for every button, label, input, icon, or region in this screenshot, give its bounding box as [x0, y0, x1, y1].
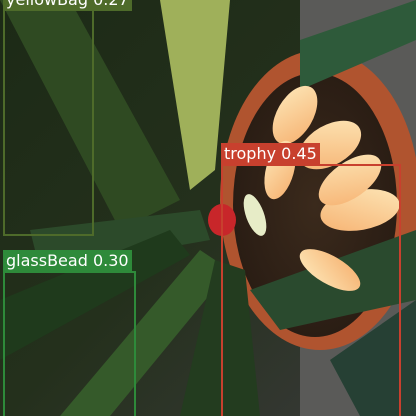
detection-label-yellowbag: yellowBag 0.27 [3, 0, 132, 11]
detection-box-glassbead [3, 271, 136, 416]
detection-box-trophy [221, 164, 401, 416]
detection-label-glassbead: glassBead 0.30 [3, 250, 132, 272]
detection-box-yellowbag [3, 0, 94, 236]
detection-label-trophy: trophy 0.45 [221, 143, 320, 165]
